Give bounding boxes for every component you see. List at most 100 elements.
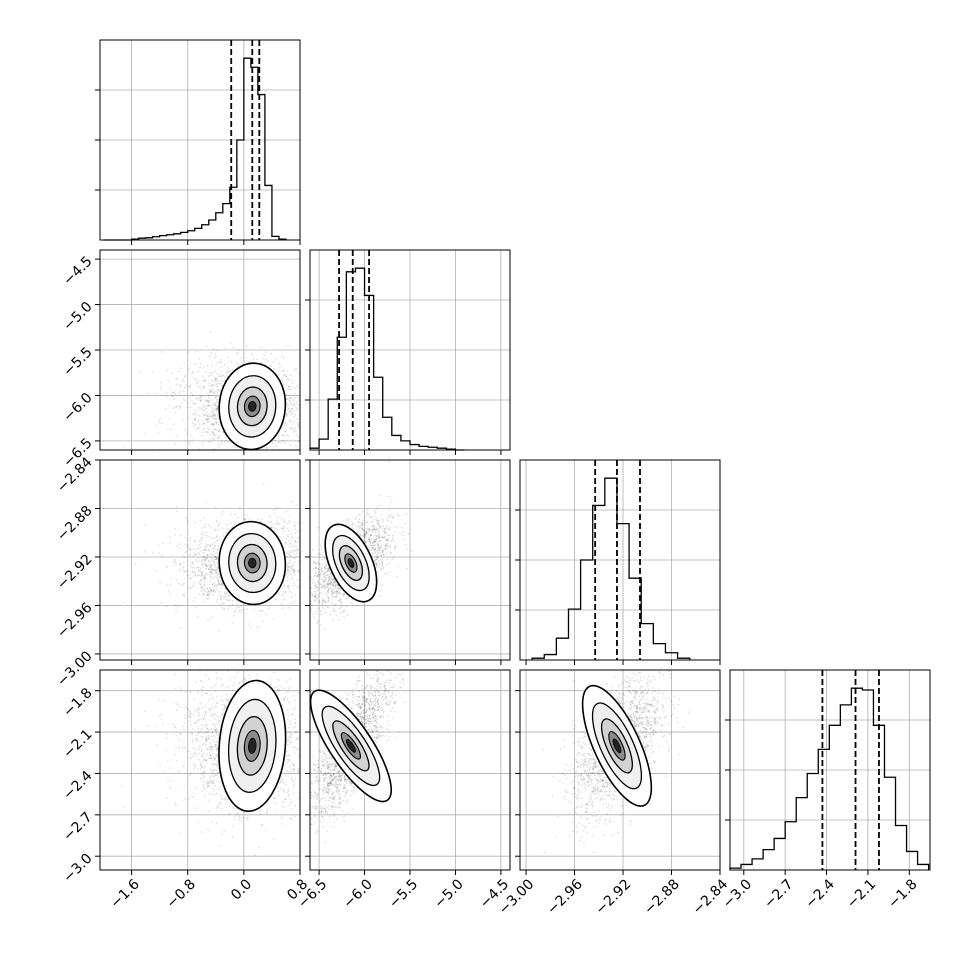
sample-point <box>198 423 201 425</box>
sample-point <box>219 361 222 364</box>
sample-point <box>379 559 382 562</box>
sample-point <box>320 591 323 594</box>
sample-point <box>377 519 379 522</box>
sample-point <box>174 558 177 561</box>
sample-point <box>331 599 333 601</box>
sample-point <box>185 516 187 519</box>
sample-point <box>311 582 314 584</box>
sample-point <box>407 532 409 535</box>
sample-point <box>288 529 290 532</box>
sample-point <box>226 371 229 374</box>
sample-point <box>229 522 232 525</box>
sample-point <box>329 580 332 583</box>
sample-point <box>289 402 292 405</box>
sample-point <box>193 575 196 578</box>
sample-point <box>238 521 241 524</box>
sample-point <box>199 400 202 402</box>
sample-point <box>233 610 236 613</box>
sample-point <box>134 563 137 566</box>
sample-point <box>364 536 367 539</box>
sample-point <box>214 572 217 575</box>
sample-point <box>200 539 203 542</box>
sample-point <box>203 379 206 382</box>
sample-point <box>304 614 306 616</box>
sample-point <box>191 562 193 565</box>
histogram-step <box>309 267 465 451</box>
sample-point <box>174 443 176 446</box>
sample-point <box>221 378 223 381</box>
sample-point <box>204 413 207 415</box>
sample-point <box>297 387 300 390</box>
sample-point <box>217 523 220 526</box>
sample-point <box>252 358 255 360</box>
sample-point <box>375 556 378 559</box>
sample-point <box>276 506 279 508</box>
sample-point <box>279 535 281 538</box>
sample-point <box>213 433 215 436</box>
sample-point <box>329 576 332 579</box>
sample-point <box>338 588 341 590</box>
sample-point <box>199 567 202 570</box>
sample-point <box>314 595 317 598</box>
sample-point <box>313 587 316 589</box>
sample-point <box>292 557 295 559</box>
sample-point <box>328 574 331 577</box>
sample-point <box>385 553 388 556</box>
sample-point <box>375 518 377 521</box>
sample-point <box>275 520 278 523</box>
sample-point <box>187 368 190 370</box>
sample-point <box>205 573 208 576</box>
sample-point <box>372 528 375 531</box>
sample-point <box>200 578 203 580</box>
sample-point <box>363 535 366 537</box>
sample-point <box>384 531 386 533</box>
sample-point <box>394 543 397 545</box>
sample-point <box>206 558 208 560</box>
sample-point <box>357 520 360 523</box>
sample-point <box>358 521 360 524</box>
sample-point <box>226 375 229 378</box>
sample-point <box>177 370 180 373</box>
sample-point <box>294 427 297 430</box>
sample-point <box>320 613 323 616</box>
sample-point <box>213 391 216 394</box>
sample-point <box>317 587 320 589</box>
sample-point <box>198 419 200 422</box>
sample-point <box>228 606 231 608</box>
sample-point <box>208 404 210 407</box>
sample-point <box>327 584 330 586</box>
sample-point <box>221 442 223 445</box>
sample-point <box>209 384 212 386</box>
sample-point <box>197 394 200 397</box>
sample-point <box>204 549 207 552</box>
sample-point <box>214 370 217 372</box>
sample-point <box>288 420 291 423</box>
sample-point <box>388 508 390 511</box>
sample-point <box>174 393 177 395</box>
sample-point <box>319 567 322 569</box>
sample-point <box>282 440 284 442</box>
sample-point <box>322 598 325 600</box>
sample-point <box>226 366 229 368</box>
sample-point <box>144 432 147 435</box>
sample-point <box>397 525 399 528</box>
sample-point <box>357 525 360 528</box>
sample-point <box>205 567 207 570</box>
sample-point <box>375 538 377 541</box>
sample-point <box>279 777 282 779</box>
sample-point <box>174 527 176 530</box>
sample-point <box>216 407 219 410</box>
sample-point <box>221 375 224 377</box>
sample-point <box>376 557 379 559</box>
sample-point <box>206 364 209 367</box>
sample-point <box>305 549 307 551</box>
sample-point <box>213 561 216 564</box>
sample-point <box>261 610 264 612</box>
sample-point <box>211 558 214 561</box>
sample-point <box>374 548 376 551</box>
sample-point <box>200 575 203 577</box>
sample-point <box>318 599 321 602</box>
sample-point <box>333 610 335 613</box>
sample-point <box>381 551 383 553</box>
sample-point <box>175 377 178 380</box>
